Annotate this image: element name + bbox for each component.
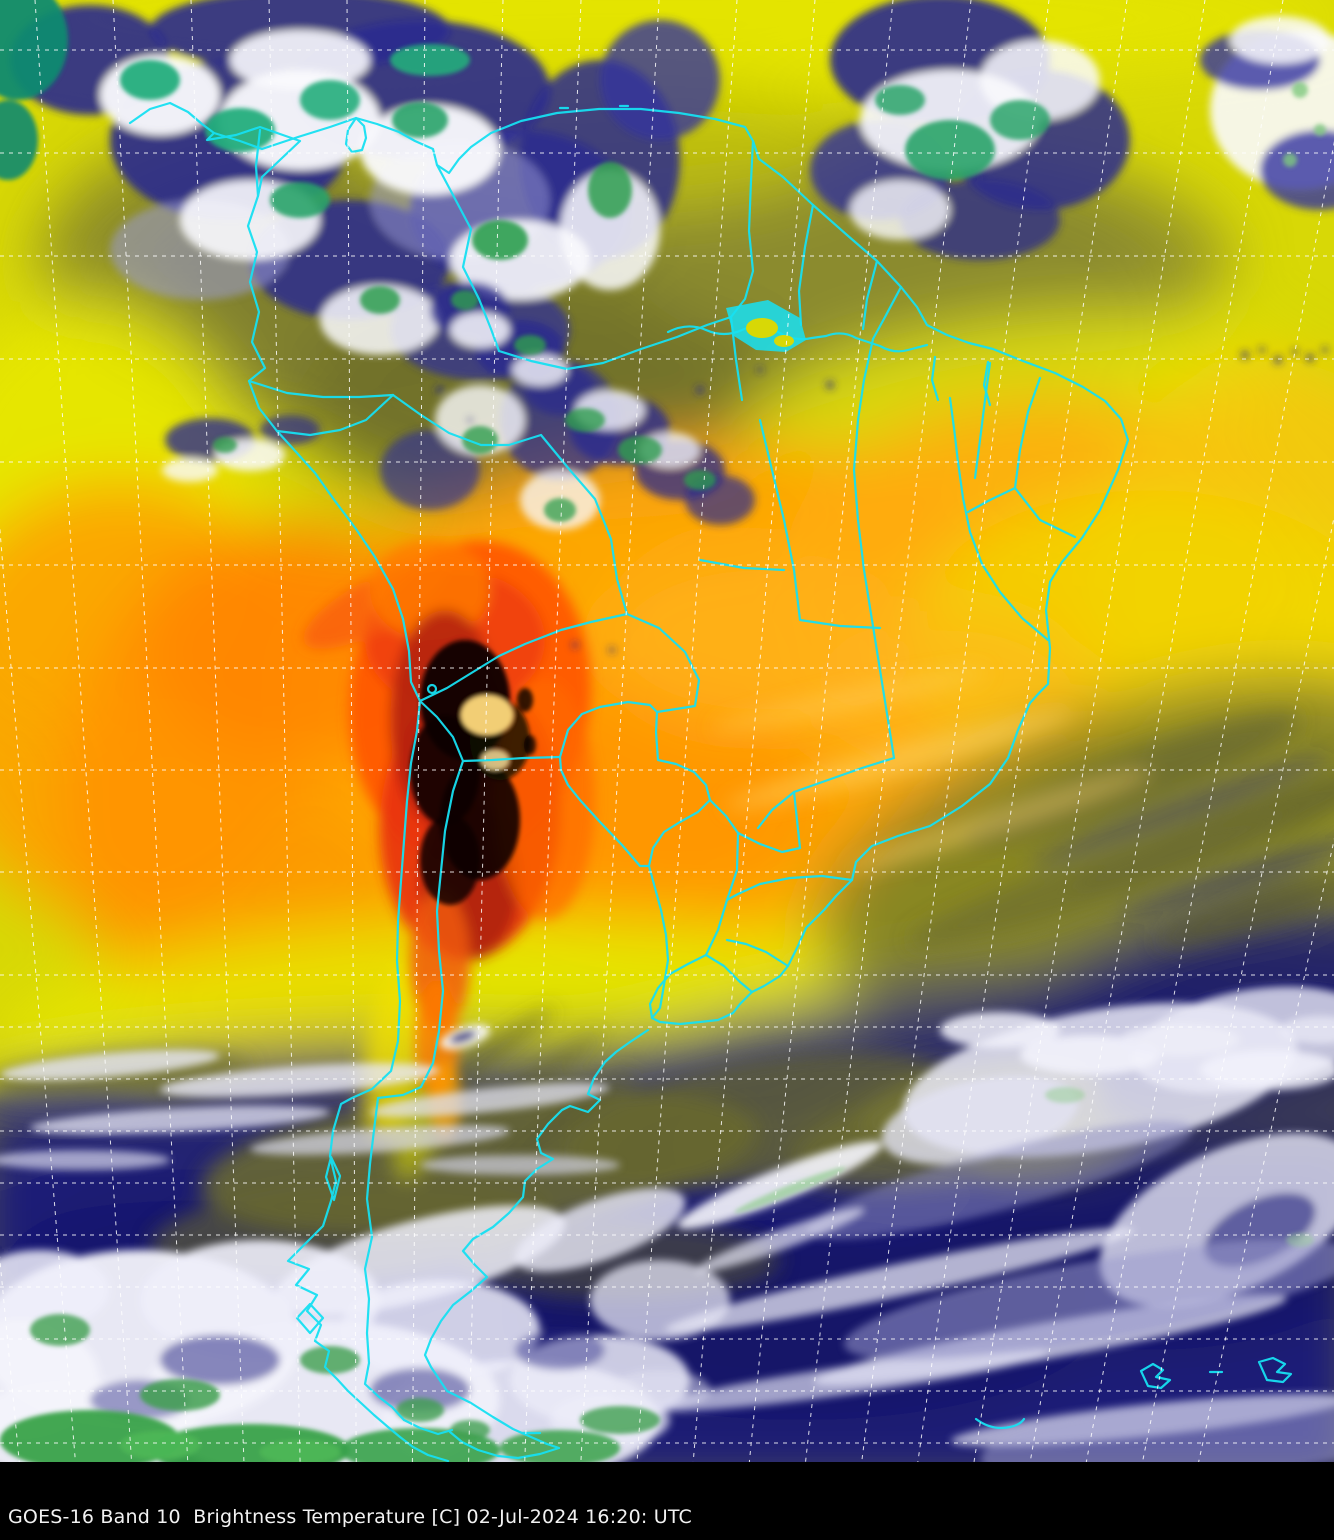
lake-titicaca <box>426 683 438 695</box>
chile-argentina-border <box>363 699 465 1422</box>
suriname-frguiana-border <box>861 259 879 331</box>
guyana-suriname-border <box>797 203 815 327</box>
patagonia-island <box>295 1302 325 1335</box>
sp-parana-link <box>792 790 802 850</box>
ecuador-peru-border <box>275 393 395 437</box>
parana-river-border <box>708 798 802 854</box>
bolivia-brazil-border <box>625 612 701 714</box>
sc-state-line <box>725 874 854 902</box>
caption-bar: GOES-16 Band 10 Brightness Temperature [… <box>0 1462 1334 1540</box>
mg-sp-state-line <box>756 756 896 830</box>
argentina-brazil-border <box>704 831 740 957</box>
andes-black-core <box>410 640 536 905</box>
colombia-venezuela-border <box>435 163 501 353</box>
ne-state-line-1 <box>973 361 992 480</box>
sao-francisco-river <box>948 396 1050 642</box>
magellan-strait <box>402 1418 454 1436</box>
chiloe-lake <box>324 1155 342 1202</box>
bolivia-paraguay-border <box>461 755 562 763</box>
river-branch <box>982 360 992 407</box>
ne-state-line-2 <box>966 376 1042 514</box>
caption-text: GOES-16 Band 10 Brightness Temperature [… <box>8 1506 692 1528</box>
colombia-ecuador-border <box>247 379 395 399</box>
maracaibo-lake <box>344 116 368 154</box>
amazon-delta <box>726 300 806 352</box>
map-canvas <box>0 0 1334 1462</box>
graticule-longitude-lines <box>0 0 1334 1462</box>
panama-border <box>254 128 262 198</box>
uruguay-north-border <box>704 953 754 994</box>
brazil-state-line-1 <box>852 337 896 760</box>
uruguay-river-border <box>647 864 670 1020</box>
river-tocantins <box>930 355 940 402</box>
cloud-clusters <box>10 0 1334 1050</box>
peru-brazil-border <box>539 433 629 616</box>
ne-state-line-3 <box>1013 486 1077 539</box>
graticule-latitude-lines <box>0 49 1334 1444</box>
pacific-coastline <box>128 101 450 1462</box>
brazil-state-line-3 <box>698 558 786 572</box>
frguiana-brazil-border <box>871 285 903 341</box>
colombia-peru-border <box>391 393 543 447</box>
se-islands <box>1208 1356 1293 1384</box>
uruguay-west-border <box>648 953 708 1020</box>
cloud-green-cores <box>0 0 1326 1462</box>
atlantic-coastline <box>212 107 1130 1026</box>
peru-bolivia-border <box>418 612 629 703</box>
south-georgia-arc <box>974 1417 1026 1430</box>
brazil-state-line-2 <box>758 418 882 630</box>
venezuela-islands <box>558 104 630 110</box>
falkland-islands <box>1139 1362 1172 1390</box>
argentina-coastline <box>423 1028 650 1460</box>
country-borders <box>128 101 1293 1462</box>
